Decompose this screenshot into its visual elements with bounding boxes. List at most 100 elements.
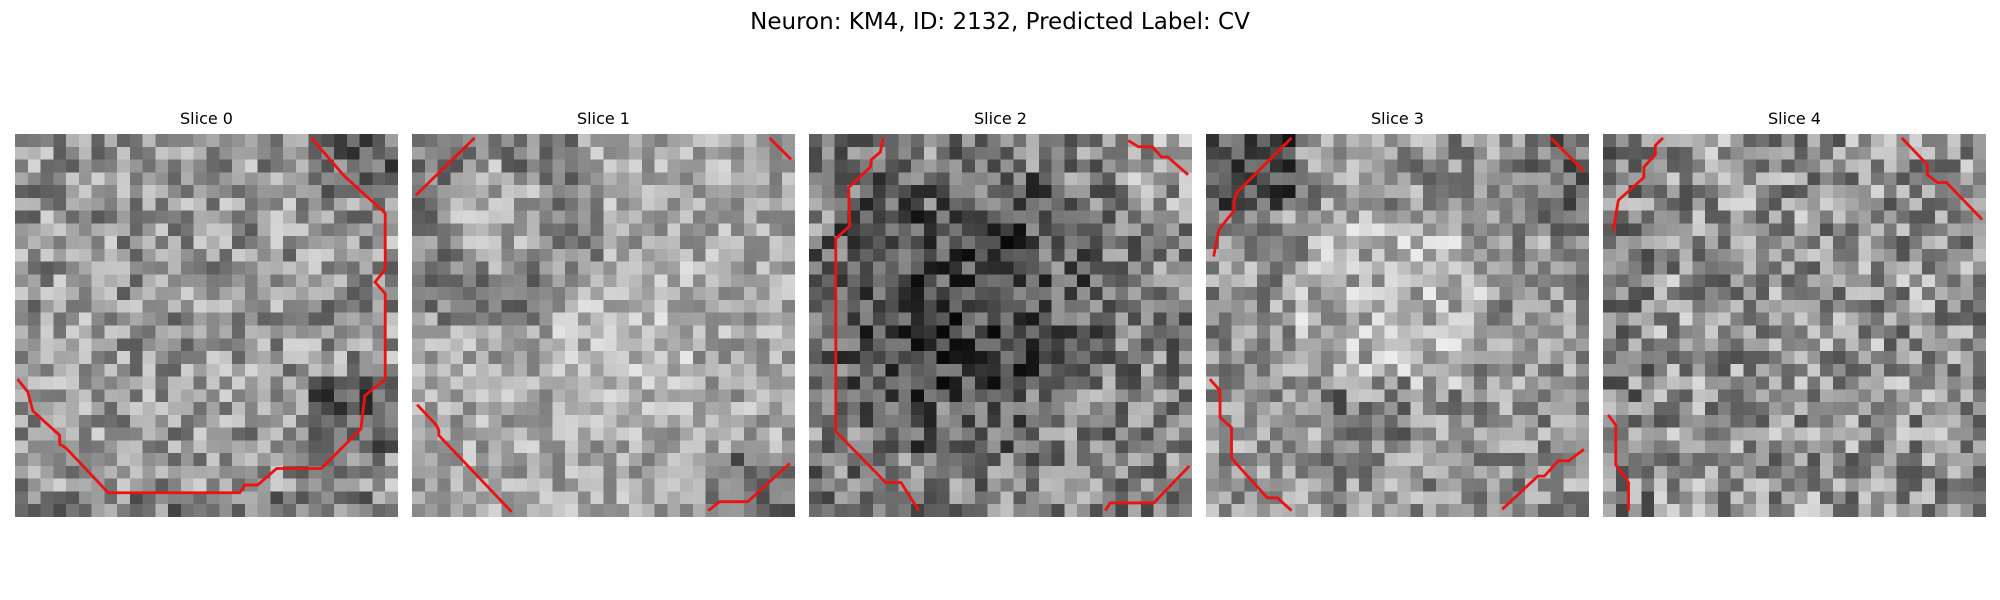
pixel-cell (1140, 159, 1154, 173)
pixel-cell (1089, 402, 1103, 416)
pixel-cell (949, 134, 963, 148)
pixel-cell (1423, 414, 1437, 428)
pixel-cell (1384, 478, 1398, 492)
pixel-cell (590, 478, 604, 492)
pixel-cell (1051, 248, 1065, 262)
pixel-cell (1064, 287, 1078, 301)
pixel-cell (1679, 504, 1693, 517)
pixel-cell (463, 248, 477, 262)
pixel-cell (1435, 159, 1449, 173)
pixel-cell (66, 172, 80, 186)
pixel-cell (424, 299, 438, 313)
pixel-cell (1359, 299, 1373, 313)
pixel-cell (680, 351, 694, 365)
pixel-cell (1089, 299, 1103, 313)
pixel-cell (1295, 223, 1309, 237)
pixel-cell (15, 261, 29, 275)
pixel-cell (412, 172, 426, 186)
pixel-cell (1525, 465, 1539, 479)
pixel-cell (321, 338, 335, 352)
pixel-cell (104, 491, 118, 505)
pixel-cell (743, 287, 757, 301)
pixel-cell (743, 376, 757, 390)
pixel-cell (412, 389, 426, 403)
pixel-cell (346, 223, 360, 237)
pixel-cell (885, 427, 899, 441)
pixel-cell (129, 414, 143, 428)
pixel-cell (1269, 402, 1283, 416)
pixel-cell (1269, 453, 1283, 467)
pixel-cell (1768, 478, 1782, 492)
pixel-cell (475, 287, 489, 301)
pixel-cell (1333, 312, 1347, 326)
pixel-cell (590, 172, 604, 186)
pixel-cell (1295, 363, 1309, 377)
pixel-cell (346, 210, 360, 224)
pixel-cell (1794, 440, 1808, 454)
pixel-cell (295, 274, 309, 288)
pixel-cell (1883, 287, 1897, 301)
pixel-cell (1140, 465, 1154, 479)
pixel-cell (1909, 274, 1923, 288)
pixel-cell (1013, 185, 1027, 199)
pixel-cell (424, 453, 438, 467)
pixel-cell (475, 478, 489, 492)
pixel-cell (526, 427, 540, 441)
pixel-cell (437, 210, 451, 224)
pixel-cell (1628, 376, 1642, 390)
pixel-cell (1179, 299, 1192, 313)
pixel-cell (1153, 351, 1167, 365)
pixel-cell (1858, 172, 1872, 186)
pixel-cell (450, 427, 464, 441)
slice-title-0: Slice 0 (180, 109, 233, 128)
slice-title-1: Slice 1 (577, 109, 630, 128)
pixel-cell (743, 478, 757, 492)
pixel-cell (346, 197, 360, 211)
pixel-cell (168, 351, 182, 365)
pixel-cell (1871, 287, 1885, 301)
pixel-cell (847, 261, 861, 275)
pixel-cell (424, 274, 438, 288)
pixel-cell (1666, 491, 1680, 505)
pixel-cell (1282, 261, 1296, 275)
pixel-cell (1077, 261, 1091, 275)
pixel-cell (1384, 376, 1398, 390)
pixel-cell (769, 236, 783, 250)
pixel-cell (104, 197, 118, 211)
pixel-cell (53, 274, 67, 288)
pixel-cell (974, 223, 988, 237)
pixel-cell (129, 134, 143, 148)
pixel-cell (1051, 440, 1065, 454)
pixel-cell (1794, 504, 1808, 517)
pixel-cell (1934, 504, 1948, 517)
pixel-cell (821, 223, 835, 237)
pixel-cell (232, 465, 246, 479)
slice-title-3: Slice 3 (1371, 109, 1424, 128)
pixel-cell (526, 351, 540, 365)
pixel-cell (1705, 465, 1719, 479)
pixel-cell (1896, 261, 1910, 275)
pixel-cell (654, 453, 668, 467)
pixel-cell (283, 363, 297, 377)
pixel-cell (1384, 338, 1398, 352)
pixel-cell (1448, 312, 1462, 326)
pixel-cell (898, 402, 912, 416)
pixel-cell (1000, 504, 1014, 517)
pixel-cell (1448, 261, 1462, 275)
pixel-cell (475, 363, 489, 377)
slice-title-4: Slice 4 (1768, 109, 1821, 128)
pixel-cell (629, 465, 643, 479)
pixel-cell (372, 414, 386, 428)
pixel-cell (1909, 376, 1923, 390)
pixel-cell (680, 491, 694, 505)
pixel-cell (232, 312, 246, 326)
pixel-cell (1333, 210, 1347, 224)
pixel-cell (1064, 223, 1078, 237)
pixel-cell (1832, 261, 1846, 275)
pixel-cell (743, 185, 757, 199)
pixel-cell (565, 402, 579, 416)
pixel-cell (590, 389, 604, 403)
pixel-cell (1089, 172, 1103, 186)
pixel-cell (193, 491, 207, 505)
pixel-cell (641, 210, 655, 224)
